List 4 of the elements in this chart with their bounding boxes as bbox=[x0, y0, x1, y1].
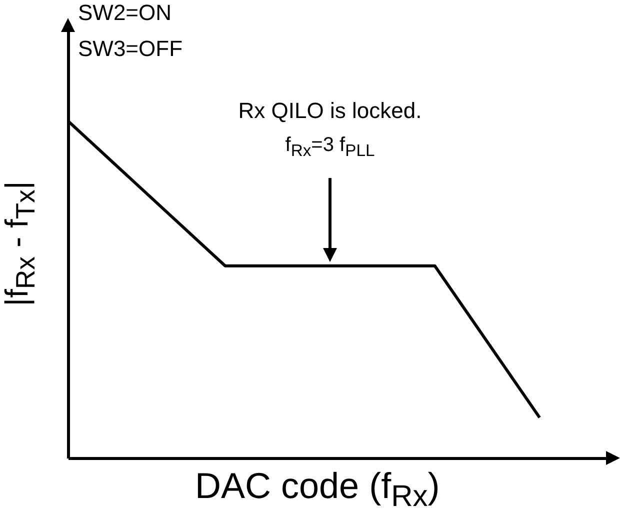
annotation: Rx QILO is locked. f$_{Rx}$=3 f$_{PLL}$ bbox=[237, 98, 423, 161]
text: SW3=OFF bbox=[78, 36, 183, 62]
text: SW2=ON bbox=[78, 0, 172, 26]
x-axis-title: DAC code (f$_{Rx}$) bbox=[195, 465, 440, 514]
